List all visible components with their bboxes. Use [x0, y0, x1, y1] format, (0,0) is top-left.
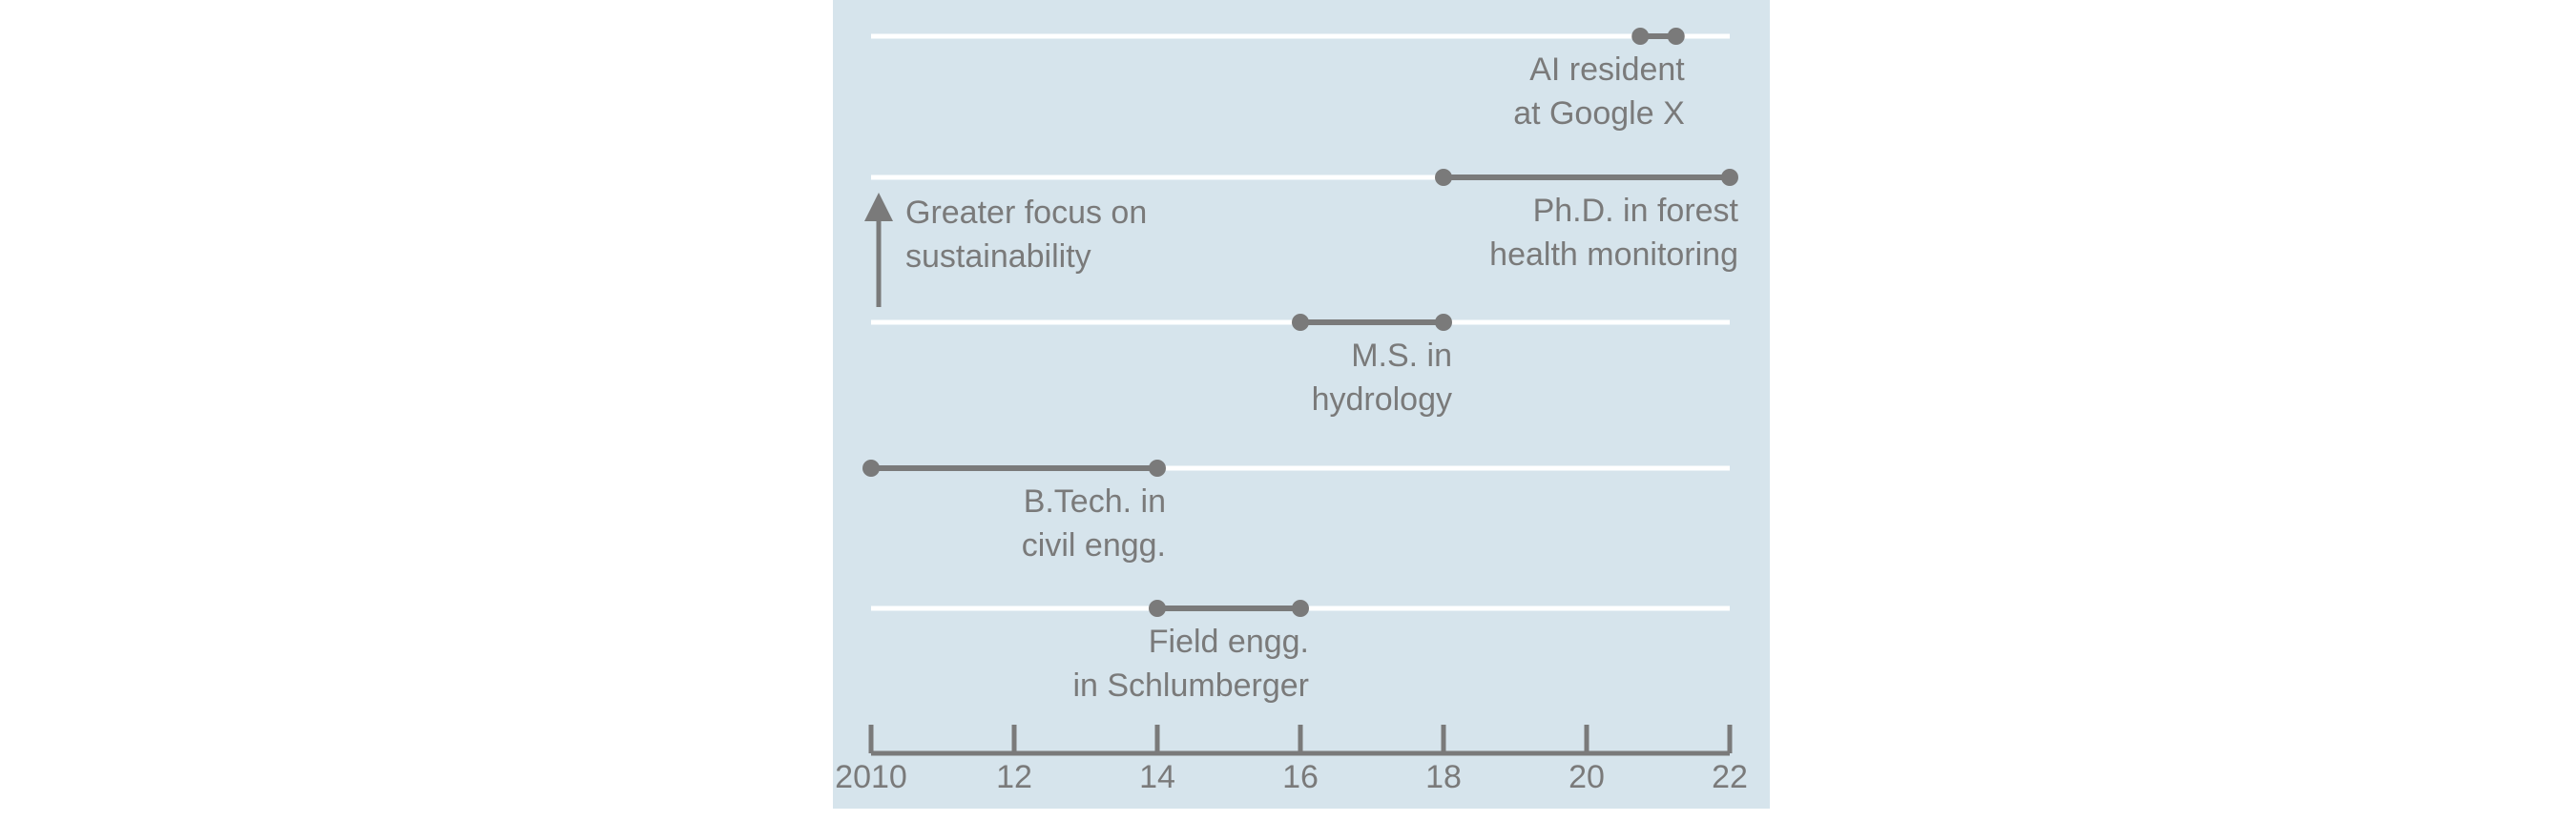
track-label-1: AI resident at Google X [1513, 51, 1685, 132]
track-label-1-line-1: AI resident [1529, 51, 1685, 88]
track-label-5-line-1: Field engg. [1149, 624, 1309, 660]
end-point-3 [1435, 314, 1452, 331]
annotation-label-line-2: sustainability [905, 238, 1091, 275]
end-point-5 [1292, 600, 1309, 617]
start-point-3 [1292, 314, 1309, 331]
track-label-2-line-1: Ph.D. in forest [1533, 193, 1739, 229]
track-label-3-line-1: M.S. in [1351, 338, 1452, 374]
track-label-2: Ph.D. in forest health monitoring [1489, 193, 1738, 273]
timeline-chart: AI resident at Google X Ph.D. in forest hea… [835, 28, 1748, 795]
x-tick-label-1: 2010 [835, 759, 907, 795]
x-tick-label-5: 18 [1425, 759, 1462, 795]
annotation-label-line-1: Greater focus on [905, 195, 1147, 231]
track-label-2-line-2: health monitoring [1489, 236, 1738, 273]
chart-panel: AI resident at Google X Ph.D. in forest hea… [833, 0, 1770, 809]
start-point-2 [1435, 169, 1452, 186]
track-label-5: Field engg. in Schlumberger [1072, 624, 1309, 704]
start-point-5 [1149, 600, 1166, 617]
annotation-label: Greater focus on sustainability [905, 195, 1147, 275]
track-label-4: B.Tech. in civil engg. [1022, 483, 1166, 564]
track-label-4-line-2: civil engg. [1022, 527, 1166, 564]
x-tick-label-7: 22 [1712, 759, 1748, 795]
x-tick-label-4: 16 [1282, 759, 1319, 795]
track-label-4-line-1: B.Tech. in [1024, 483, 1166, 520]
x-tick-label-6: 20 [1568, 759, 1605, 795]
track-label-3-line-2: hydrology [1312, 381, 1452, 418]
track-label-5-line-2: in Schlumberger [1072, 667, 1309, 704]
x-tick-label-2: 12 [996, 759, 1032, 795]
start-point-1 [1631, 28, 1650, 45]
annotation-arrow-head [864, 193, 893, 221]
end-point-4 [1149, 460, 1166, 477]
end-point-2 [1721, 169, 1738, 186]
track-label-1-line-2: at Google X [1513, 95, 1685, 132]
track-label-3: M.S. in hydrology [1312, 338, 1452, 418]
x-tick-label-3: 14 [1139, 759, 1175, 795]
start-point-4 [862, 460, 880, 477]
end-point-1 [1667, 28, 1685, 45]
